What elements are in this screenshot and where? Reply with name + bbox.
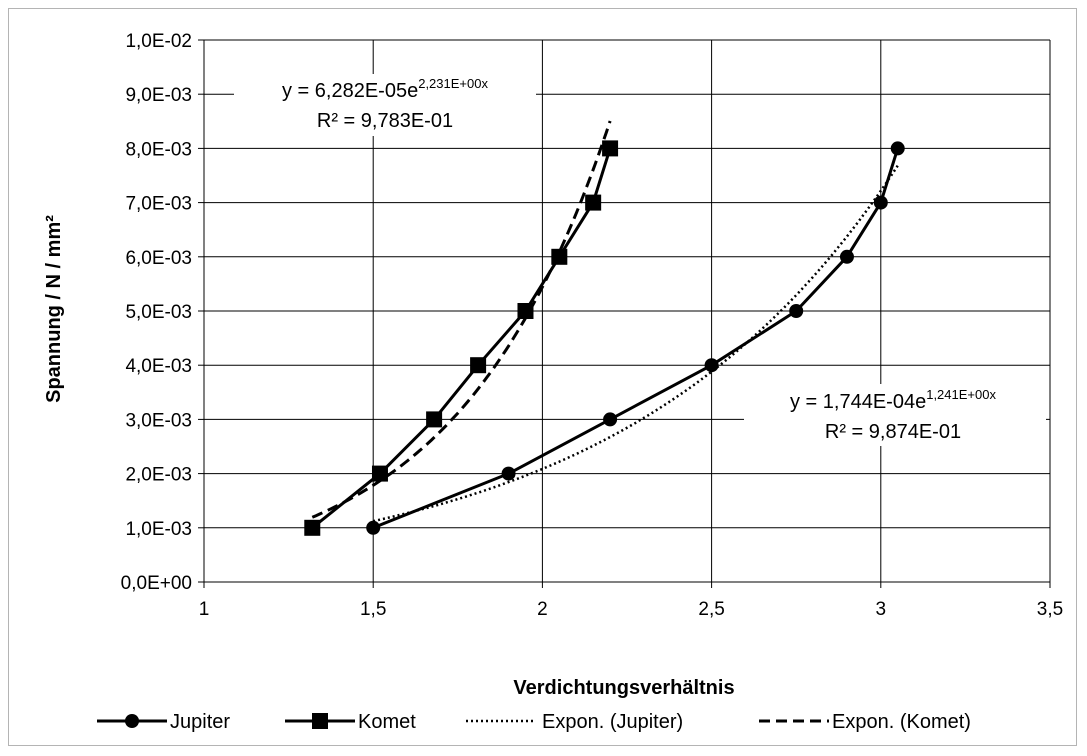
legend-label-expon-komet: Expon. (Komet) bbox=[832, 711, 971, 733]
data-point-jupiter bbox=[874, 196, 888, 210]
komet-equation-label: y = 6,282E-05e2,231E+00x R² = 9,783E-01 bbox=[234, 74, 536, 136]
y-tick-labels: 0,0E+00 1,0E-03 2,0E-03 3,0E-03 4,0E-03 5,0E-… bbox=[121, 31, 192, 594]
legend-marker-komet bbox=[312, 713, 328, 729]
jupiter-r2: R² = 9,874E-01 bbox=[825, 421, 961, 443]
data-point-jupiter bbox=[891, 141, 905, 155]
x-tick-labels: 1 1,5 2 2,5 3 3,5 bbox=[199, 599, 1064, 620]
legend-label-expon-jupiter: Expon. (Jupiter) bbox=[542, 711, 683, 733]
x-tick-label: 1 bbox=[199, 599, 210, 620]
y-axis-title: Spannung / N / mm² bbox=[43, 215, 65, 403]
legend-item-jupiter: Jupiter bbox=[97, 711, 230, 733]
data-point-jupiter bbox=[705, 358, 719, 372]
series-line-jupiter bbox=[373, 148, 898, 527]
komet-r2: R² = 9,783E-01 bbox=[317, 110, 453, 132]
data-point-komet bbox=[304, 520, 320, 536]
legend-marker-jupiter bbox=[125, 714, 139, 728]
y-tick-label: 9,0E-03 bbox=[125, 85, 192, 106]
y-tick-label: 0,0E+00 bbox=[121, 573, 192, 594]
legend-item-expon-jupiter: Expon. (Jupiter) bbox=[466, 711, 683, 733]
data-point-komet bbox=[602, 140, 618, 156]
y-tick-label: 4,0E-03 bbox=[125, 356, 192, 377]
data-point-jupiter bbox=[366, 521, 380, 535]
jupiter-equation-exponent: 1,241E+00x bbox=[926, 387, 996, 402]
jupiter-equation-base: y = 1,744E-04e bbox=[790, 391, 926, 413]
data-point-komet bbox=[551, 249, 567, 265]
y-tick-label: 1,0E-02 bbox=[125, 31, 192, 52]
data-point-komet bbox=[426, 411, 442, 427]
series-line-komet bbox=[312, 148, 610, 527]
data-point-komet bbox=[517, 303, 533, 319]
trendline-komet bbox=[312, 121, 610, 517]
legend-label-jupiter: Jupiter bbox=[170, 711, 230, 733]
komet-equation-exponent: 2,231E+00x bbox=[418, 76, 488, 91]
trendlines bbox=[312, 121, 897, 521]
y-tick-label: 3,0E-03 bbox=[125, 410, 192, 431]
x-tick-label: 2,5 bbox=[698, 599, 724, 620]
series bbox=[304, 140, 904, 535]
y-tick-label: 6,0E-03 bbox=[125, 248, 192, 269]
x-tick-label: 3,5 bbox=[1037, 599, 1063, 620]
y-tick-label: 2,0E-03 bbox=[125, 465, 192, 486]
komet-equation-base: y = 6,282E-05e bbox=[282, 80, 418, 102]
jupiter-equation-label: y = 1,744E-04e1,241E+00x R² = 9,874E-01 bbox=[744, 384, 1046, 446]
y-tick-label: 5,0E-03 bbox=[125, 302, 192, 323]
y-tick-label: 1,0E-03 bbox=[125, 519, 192, 540]
x-tick-label: 3 bbox=[876, 599, 887, 620]
legend: Jupiter Komet Expon. (Jupiter) Expon. (K… bbox=[97, 711, 971, 733]
data-point-jupiter bbox=[789, 304, 803, 318]
data-point-jupiter bbox=[840, 250, 854, 264]
legend-label-komet: Komet bbox=[358, 711, 416, 733]
y-tick-label: 8,0E-03 bbox=[125, 139, 192, 160]
data-point-komet bbox=[372, 466, 388, 482]
data-point-jupiter bbox=[502, 467, 516, 481]
legend-item-komet: Komet bbox=[285, 711, 416, 733]
data-point-komet bbox=[470, 357, 486, 373]
x-tick-label: 1,5 bbox=[360, 599, 386, 620]
legend-item-expon-komet: Expon. (Komet) bbox=[759, 711, 971, 733]
data-point-komet bbox=[585, 195, 601, 211]
data-point-jupiter bbox=[603, 412, 617, 426]
y-tick-label: 7,0E-03 bbox=[125, 194, 192, 215]
x-axis-title: Verdichtungsverhältnis bbox=[513, 677, 734, 699]
x-tick-label: 2 bbox=[537, 599, 548, 620]
trendline-jupiter bbox=[373, 166, 898, 522]
